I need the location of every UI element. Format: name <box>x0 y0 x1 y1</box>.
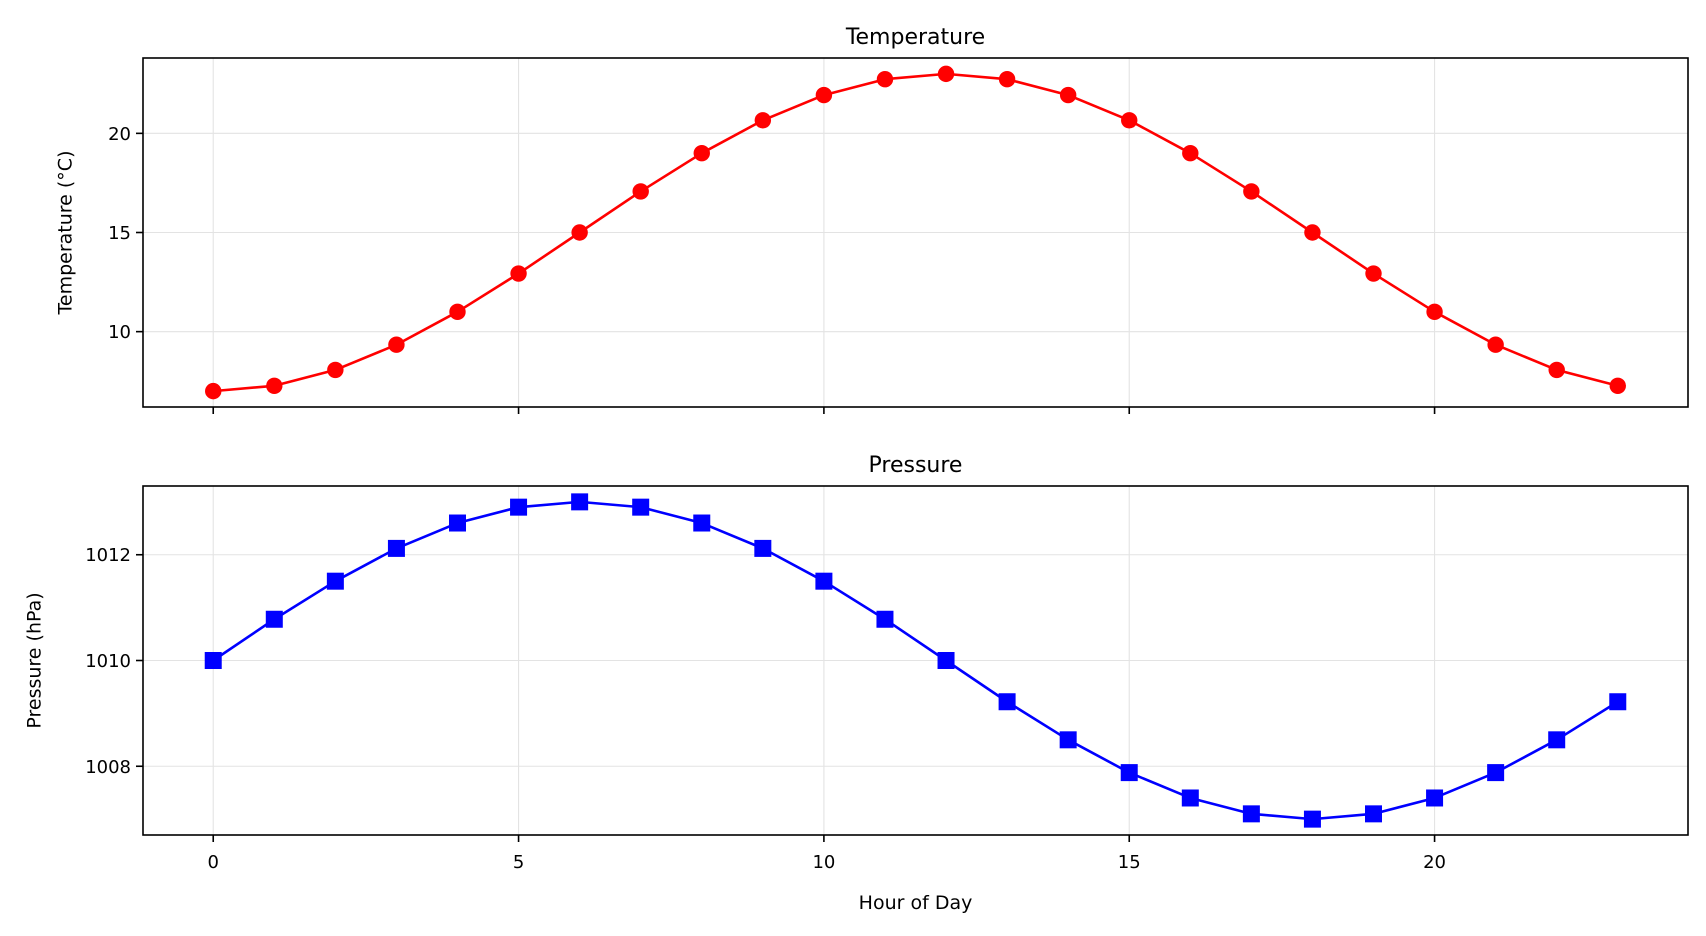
pressure-point <box>815 572 833 590</box>
temperature-point <box>1609 377 1626 394</box>
temperature-point <box>1304 224 1321 241</box>
pressure-point <box>1426 789 1444 807</box>
pressure-y-tick-label: 1008 <box>85 757 131 778</box>
pressure-axes: 0 5 10 15 20 1008 1010 1012 Pressure Pressure (… <box>24 453 1689 914</box>
pressure-point <box>1242 805 1260 823</box>
temperature-point <box>1426 303 1443 321</box>
pressure-point <box>998 693 1016 711</box>
pressure-point <box>387 539 405 557</box>
pressure-point <box>1181 789 1199 807</box>
temperature-point <box>266 377 283 394</box>
x-tick-label: 15 <box>1118 852 1141 873</box>
temperature-point <box>998 71 1016 88</box>
temperature-point <box>1365 265 1382 282</box>
temperature-ticks: 10 15 20 <box>108 124 1436 414</box>
pressure-point <box>1120 764 1138 782</box>
temperature-point <box>754 112 772 129</box>
pressure-y-tick-label: 1012 <box>85 545 131 566</box>
pressure-point <box>754 539 772 557</box>
pressure-point <box>510 498 528 516</box>
pressure-point <box>1609 693 1627 711</box>
temperature-point <box>327 361 344 379</box>
temperature-ylabel: Temperature (°C) <box>55 151 77 316</box>
temperature-y-tick-label: 10 <box>108 322 131 343</box>
pressure-point <box>265 610 283 628</box>
temperature-point <box>1487 336 1504 353</box>
pressure-series <box>204 493 1627 828</box>
temperature-grid <box>143 58 1688 407</box>
pressure-point <box>1365 805 1383 823</box>
pressure-point <box>1548 731 1566 749</box>
pressure-ticks: 0 5 10 15 20 1008 1010 1012 <box>85 545 1446 873</box>
pressure-title: Pressure <box>869 453 963 478</box>
temperature-point <box>205 382 222 400</box>
temperature-point <box>1059 86 1077 104</box>
temperature-point <box>876 71 894 88</box>
temperature-title: Temperature <box>845 25 985 50</box>
temperature-point <box>815 86 833 104</box>
temperature-point <box>1182 144 1199 162</box>
pressure-point <box>632 498 650 516</box>
temperature-point <box>1243 183 1260 200</box>
temperature-point <box>1548 361 1565 379</box>
pressure-point <box>693 514 711 532</box>
pressure-point <box>876 610 894 628</box>
pressure-point <box>448 514 466 532</box>
x-tick-label: 0 <box>208 852 219 873</box>
temperature-line <box>213 72 1619 393</box>
x-tick-label: 20 <box>1423 852 1446 873</box>
pressure-point <box>1059 731 1077 749</box>
pressure-point <box>1303 810 1321 828</box>
temperature-point <box>571 224 588 241</box>
pressure-y-tick-label: 1010 <box>85 651 131 672</box>
pressure-ylabel: Pressure (hPa) <box>24 592 46 728</box>
temperature-point <box>449 303 466 321</box>
temperature-point <box>510 265 527 282</box>
x-tick-label: 10 <box>812 852 835 873</box>
pressure-point <box>1487 764 1505 782</box>
pressure-point <box>571 493 589 511</box>
pressure-point <box>937 652 955 669</box>
temperature-point <box>1121 112 1138 129</box>
pressure-point <box>204 652 222 669</box>
x-axis-label: Hour of Day <box>859 892 973 914</box>
pressure-line <box>212 500 1619 821</box>
temperature-point <box>937 65 955 83</box>
pressure-point <box>326 572 344 590</box>
pressure-grid <box>143 486 1688 835</box>
temperature-y-tick-label: 15 <box>108 223 131 244</box>
temperature-y-tick-label: 20 <box>108 124 131 145</box>
temperature-axes: 10 15 20 Temperature Temperature (°C) <box>55 25 1689 414</box>
temperature-point <box>388 336 405 353</box>
temperature-series <box>205 65 1626 400</box>
x-tick-label: 5 <box>513 852 524 873</box>
temperature-point <box>632 183 649 200</box>
temperature-point <box>693 144 710 162</box>
